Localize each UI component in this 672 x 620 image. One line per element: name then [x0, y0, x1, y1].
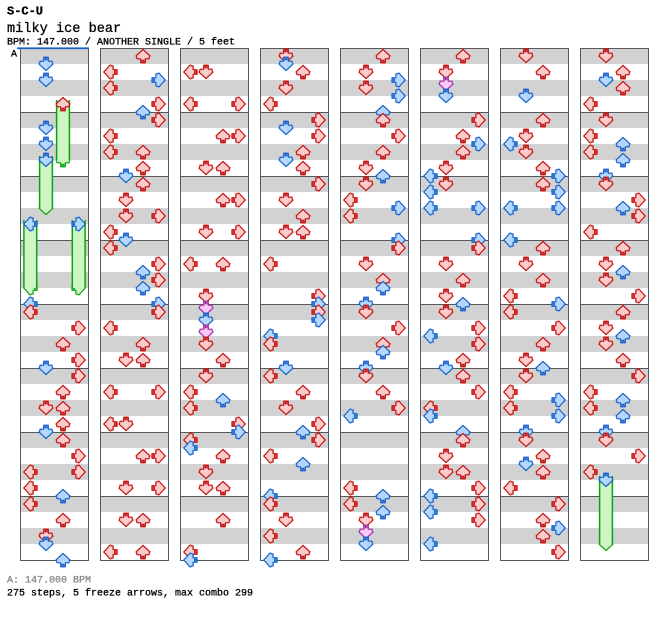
- svg-text:milky ice bear: milky ice bear: [7, 22, 121, 37]
- svg-text:BPM: 147.000 / ANOTHER SINGLE: BPM: 147.000 / ANOTHER SINGLE / 5 feet: [7, 36, 235, 48]
- svg-text:A: 147.000 BPM: A: 147.000 BPM: [7, 576, 91, 587]
- svg-text:S-C-U: S-C-U: [7, 4, 43, 18]
- svg-text:A: A: [11, 50, 17, 61]
- svg-text:275 steps, 5 freeze arrows, ma: 275 steps, 5 freeze arrows, max combo 29…: [7, 588, 253, 600]
